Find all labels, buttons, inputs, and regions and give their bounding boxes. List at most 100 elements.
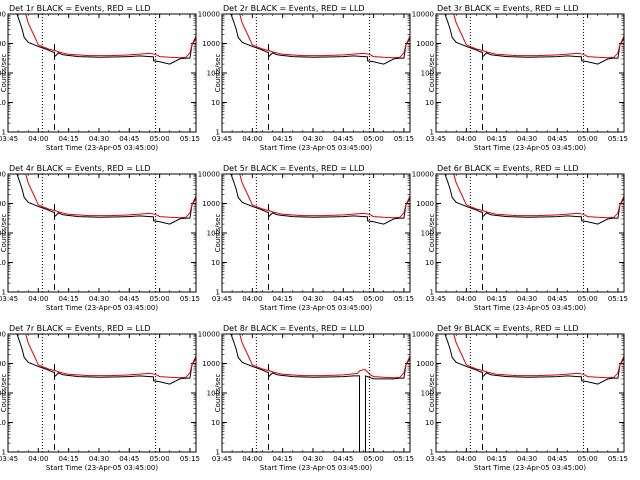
panel-title: Det 2r BLACK = Events, RED = LLD — [223, 4, 365, 13]
x-tick-label: 04:30 — [303, 135, 323, 143]
x-tick-label: 04:30 — [517, 295, 537, 303]
events-series-line — [444, 174, 624, 225]
x-tick-label: 04:30 — [303, 455, 323, 463]
lld-series-line — [239, 174, 410, 219]
x-tick-label: 05:15 — [394, 135, 414, 143]
y-tick-label: 1 — [216, 289, 220, 297]
y-tick-label: 1 — [430, 129, 434, 137]
lld-series-line — [25, 14, 196, 59]
y-axis-label: Counts/sec — [428, 54, 436, 93]
panel-title: Det 8r BLACK = Events, RED = LLD — [223, 324, 365, 333]
y-tick-label: 10000 — [198, 331, 220, 339]
y-tick-label: 10 — [0, 419, 6, 427]
y-tick-label: 1000 — [416, 200, 434, 208]
y-tick-label: 1000 — [416, 40, 434, 48]
x-tick-label: 04:00 — [242, 295, 262, 303]
y-tick-label: 10 — [425, 259, 434, 267]
x-tick-label: 05:15 — [180, 135, 200, 143]
y-tick-label: 1000 — [0, 360, 6, 368]
plot-frame — [435, 13, 625, 133]
lld-series-line — [453, 174, 624, 219]
x-axis-label: Start Time (23-Apr-05 03:45:00) — [474, 144, 586, 152]
y-tick-label: 10 — [211, 99, 220, 107]
y-tick-label: 1 — [2, 449, 6, 457]
x-tick-label: 05:15 — [180, 455, 200, 463]
x-tick-label: 04:15 — [487, 455, 507, 463]
y-axis-label: Counts/sec — [428, 374, 436, 413]
y-tick-label: 10000 — [412, 171, 434, 179]
x-tick-label: 05:00 — [150, 295, 170, 303]
panel-title: Det 7r BLACK = Events, RED = LLD — [9, 324, 151, 333]
y-tick-label: 1 — [430, 449, 434, 457]
y-axis-label: Counts/sec — [0, 214, 8, 253]
y-tick-label: 1000 — [0, 200, 6, 208]
x-tick-label: 05:15 — [608, 295, 628, 303]
x-axis-label: Start Time (23-Apr-05 03:45:00) — [46, 304, 158, 312]
y-tick-label: 1 — [216, 449, 220, 457]
panel-title: Det 9r BLACK = Events, RED = LLD — [437, 324, 579, 333]
x-tick-label: 04:45 — [333, 135, 353, 143]
y-axis-label: Counts/sec — [0, 54, 8, 93]
x-tick-label: 04:45 — [119, 455, 139, 463]
x-tick-label: 04:30 — [89, 295, 109, 303]
y-tick-label: 1000 — [202, 360, 220, 368]
y-tick-label: 100 — [421, 230, 434, 238]
panel-title: Det 1r BLACK = Events, RED = LLD — [9, 4, 151, 13]
x-tick-label: 03:45 — [0, 455, 18, 463]
x-tick-label: 05:00 — [364, 135, 384, 143]
lld-series-line — [239, 14, 410, 59]
x-axis-label: Start Time (23-Apr-05 03:45:00) — [260, 464, 372, 472]
panel-det-2: Det 2r BLACK = Events, RED = LLD Counts/s… — [198, 4, 414, 152]
lld-series-line — [453, 14, 624, 59]
lld-series-line — [453, 334, 624, 379]
events-series-line — [444, 14, 624, 65]
x-tick-label: 05:15 — [608, 455, 628, 463]
x-axis-label: Start Time (23-Apr-05 03:45:00) — [260, 144, 372, 152]
y-tick-label: 10000 — [412, 11, 434, 19]
y-axis-label: Counts/sec — [0, 374, 8, 413]
y-tick-label: 100 — [207, 230, 220, 238]
x-tick-label: 05:00 — [578, 135, 598, 143]
x-axis-label: Start Time (23-Apr-05 03:45:00) — [260, 304, 372, 312]
x-tick-label: 03:45 — [212, 295, 232, 303]
panel-det-5: Det 5r BLACK = Events, RED = LLD Counts/s… — [198, 164, 414, 312]
x-tick-label: 05:15 — [180, 295, 200, 303]
y-tick-label: 10000 — [0, 171, 6, 179]
plot-frame — [7, 173, 197, 293]
panel-det-3: Det 3r BLACK = Events, RED = LLD Counts/s… — [412, 4, 628, 152]
y-tick-label: 100 — [207, 70, 220, 78]
x-tick-label: 04:00 — [242, 455, 262, 463]
plot-frame — [7, 333, 197, 453]
x-tick-label: 04:45 — [547, 295, 567, 303]
x-tick-label: 03:45 — [0, 295, 18, 303]
events-series-line — [16, 174, 196, 225]
y-axis-label: Counts/sec — [214, 214, 222, 253]
y-tick-label: 1 — [430, 289, 434, 297]
y-tick-label: 10 — [211, 419, 220, 427]
plot-frame — [435, 333, 625, 453]
x-tick-label: 04:15 — [273, 295, 293, 303]
x-tick-label: 04:15 — [487, 135, 507, 143]
x-tick-label: 04:45 — [547, 455, 567, 463]
x-tick-label: 04:15 — [273, 455, 293, 463]
lld-series-line — [25, 334, 196, 379]
x-tick-label: 04:30 — [89, 135, 109, 143]
panel-det-7: Det 7r BLACK = Events, RED = LLD Counts/s… — [0, 324, 200, 472]
y-tick-label: 10000 — [0, 11, 6, 19]
y-axis-label: Counts/sec — [214, 374, 222, 413]
y-tick-label: 10000 — [0, 331, 6, 339]
y-tick-label: 10 — [425, 419, 434, 427]
y-tick-label: 10 — [0, 99, 6, 107]
x-tick-label: 04:45 — [119, 135, 139, 143]
y-tick-label: 10 — [425, 99, 434, 107]
panel-det-4: Det 4r BLACK = Events, RED = LLD Counts/s… — [0, 164, 200, 312]
y-tick-label: 10000 — [198, 171, 220, 179]
y-tick-label: 10000 — [198, 11, 220, 19]
x-tick-label: 04:30 — [89, 455, 109, 463]
x-tick-label: 03:45 — [426, 135, 446, 143]
y-axis-label: Counts/sec — [428, 214, 436, 253]
plot-frame — [221, 13, 411, 133]
x-tick-label: 03:45 — [426, 455, 446, 463]
x-tick-label: 04:45 — [333, 295, 353, 303]
